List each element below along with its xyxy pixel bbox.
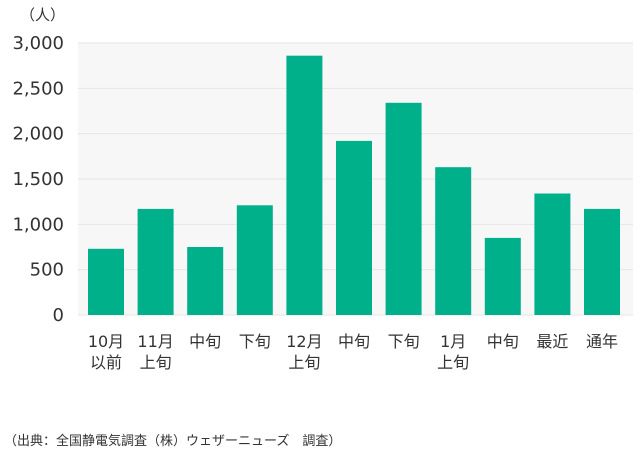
source-note: （出典：全国静電気調査（株）ウェザーニューズ 調査） bbox=[4, 434, 342, 449]
bar bbox=[137, 208, 174, 315]
bar bbox=[534, 193, 571, 315]
y-tick-label: 0 bbox=[53, 305, 64, 326]
x-tick-label: 下旬 bbox=[238, 332, 271, 351]
x-tick-label: 10月以前 bbox=[87, 332, 125, 372]
x-tick-label: 最近 bbox=[536, 332, 569, 351]
x-tick-label: 中旬 bbox=[486, 332, 519, 351]
y-tick-label: 1,000 bbox=[12, 214, 64, 235]
y-tick-label: 2,000 bbox=[12, 124, 64, 145]
y-tick-label: 3,000 bbox=[12, 33, 64, 54]
y-axis: 0 500 1,000 1,500 2,000 2,500 3,000 bbox=[12, 33, 64, 326]
bar bbox=[484, 237, 521, 315]
y-tick-label: 2,500 bbox=[12, 78, 64, 99]
x-tick-label: 下旬 bbox=[387, 332, 420, 351]
bar bbox=[336, 140, 372, 315]
x-tick-label: 中旬 bbox=[189, 332, 222, 351]
y-tick-label: 1,500 bbox=[12, 169, 64, 190]
bars bbox=[88, 55, 620, 315]
x-tick-label: 通年 bbox=[585, 332, 618, 351]
bar bbox=[187, 247, 224, 315]
bar bbox=[88, 248, 124, 315]
x-tick-label: 中旬 bbox=[337, 332, 370, 351]
y-axis-unit-label: （人） bbox=[20, 6, 65, 24]
bar bbox=[236, 205, 273, 315]
x-tick-label: 11月上旬 bbox=[137, 332, 174, 372]
bar bbox=[385, 102, 422, 315]
bar bbox=[435, 167, 472, 315]
bar bbox=[584, 208, 620, 315]
bar bbox=[286, 55, 323, 315]
x-tick-label: 1月上旬 bbox=[437, 332, 470, 372]
y-tick-label: 500 bbox=[30, 260, 64, 281]
x-tick-label: 12月上旬 bbox=[286, 332, 323, 372]
